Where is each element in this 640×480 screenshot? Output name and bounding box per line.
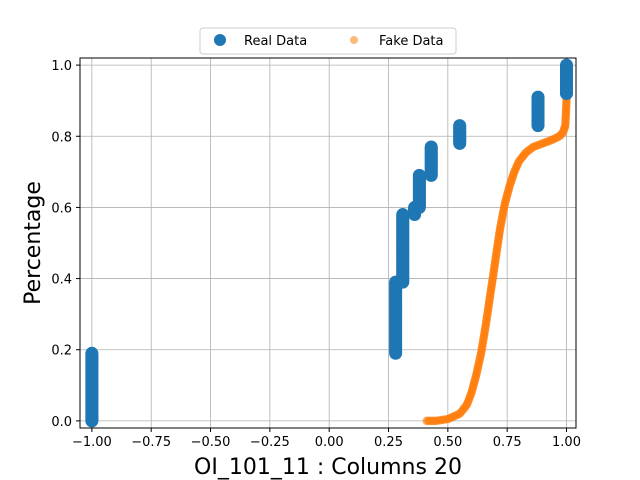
- real-data-point: [560, 58, 574, 72]
- legend-label-fake: Fake Data: [379, 34, 444, 49]
- real-data-point: [412, 168, 426, 182]
- real-data-segment: [453, 119, 467, 150]
- x-tick-label: 0.50: [433, 435, 462, 450]
- real-data-segment: [85, 346, 99, 428]
- real-data-segment: [389, 275, 403, 360]
- y-axis-title: Percentage: [21, 181, 46, 305]
- real-data-segment: [424, 140, 438, 182]
- real-data-point: [531, 90, 545, 104]
- x-tick-label: −0.25: [250, 435, 290, 450]
- real-data-point: [453, 119, 467, 133]
- plot-area: [80, 58, 576, 428]
- x-tick-label: −0.50: [191, 435, 231, 450]
- x-tick-label: 0.75: [493, 435, 522, 450]
- y-axis-ticks: 0.0 0.2 0.4 0.6 0.8 1.0: [51, 59, 80, 430]
- y-tick-label: 0.2: [51, 344, 72, 359]
- legend: Real Data Fake Data: [199, 27, 457, 55]
- legend-marker-real: [214, 34, 226, 46]
- real-data-segment: [396, 208, 410, 289]
- real-data-segment: [412, 168, 426, 214]
- x-tick-label: 1.00: [552, 435, 581, 450]
- fake-data-series: [422, 60, 571, 426]
- x-tick-label: −1.00: [72, 435, 112, 450]
- y-tick-label: 0.8: [51, 130, 72, 145]
- legend-marker-fake: [350, 36, 358, 44]
- plot-frame: [79, 57, 577, 429]
- x-axis-title: OI_101_11 : Columns 20: [194, 455, 462, 480]
- real-data-point: [424, 140, 438, 154]
- legend-box: [199, 27, 457, 55]
- x-axis-ticks: −1.00 −0.75 −0.50 −0.25 0.00 0.25 0.50 0.75 1.00: [72, 428, 581, 450]
- real-data-segment: [531, 90, 545, 133]
- real-data-series: [85, 58, 574, 428]
- y-tick-label: 0.0: [51, 415, 72, 430]
- x-tick-label: 0.00: [315, 435, 344, 450]
- y-tick-label: 0.4: [51, 273, 72, 288]
- real-data-segment: [560, 58, 574, 101]
- legend-label-real: Real Data: [244, 34, 307, 49]
- y-tick-label: 1.0: [51, 59, 72, 74]
- x-tick-label: 0.25: [374, 435, 403, 450]
- real-data-point: [396, 208, 410, 222]
- real-data-point: [85, 346, 99, 360]
- y-tick-label: 0.6: [51, 201, 72, 216]
- x-tick-label: −0.75: [131, 435, 171, 450]
